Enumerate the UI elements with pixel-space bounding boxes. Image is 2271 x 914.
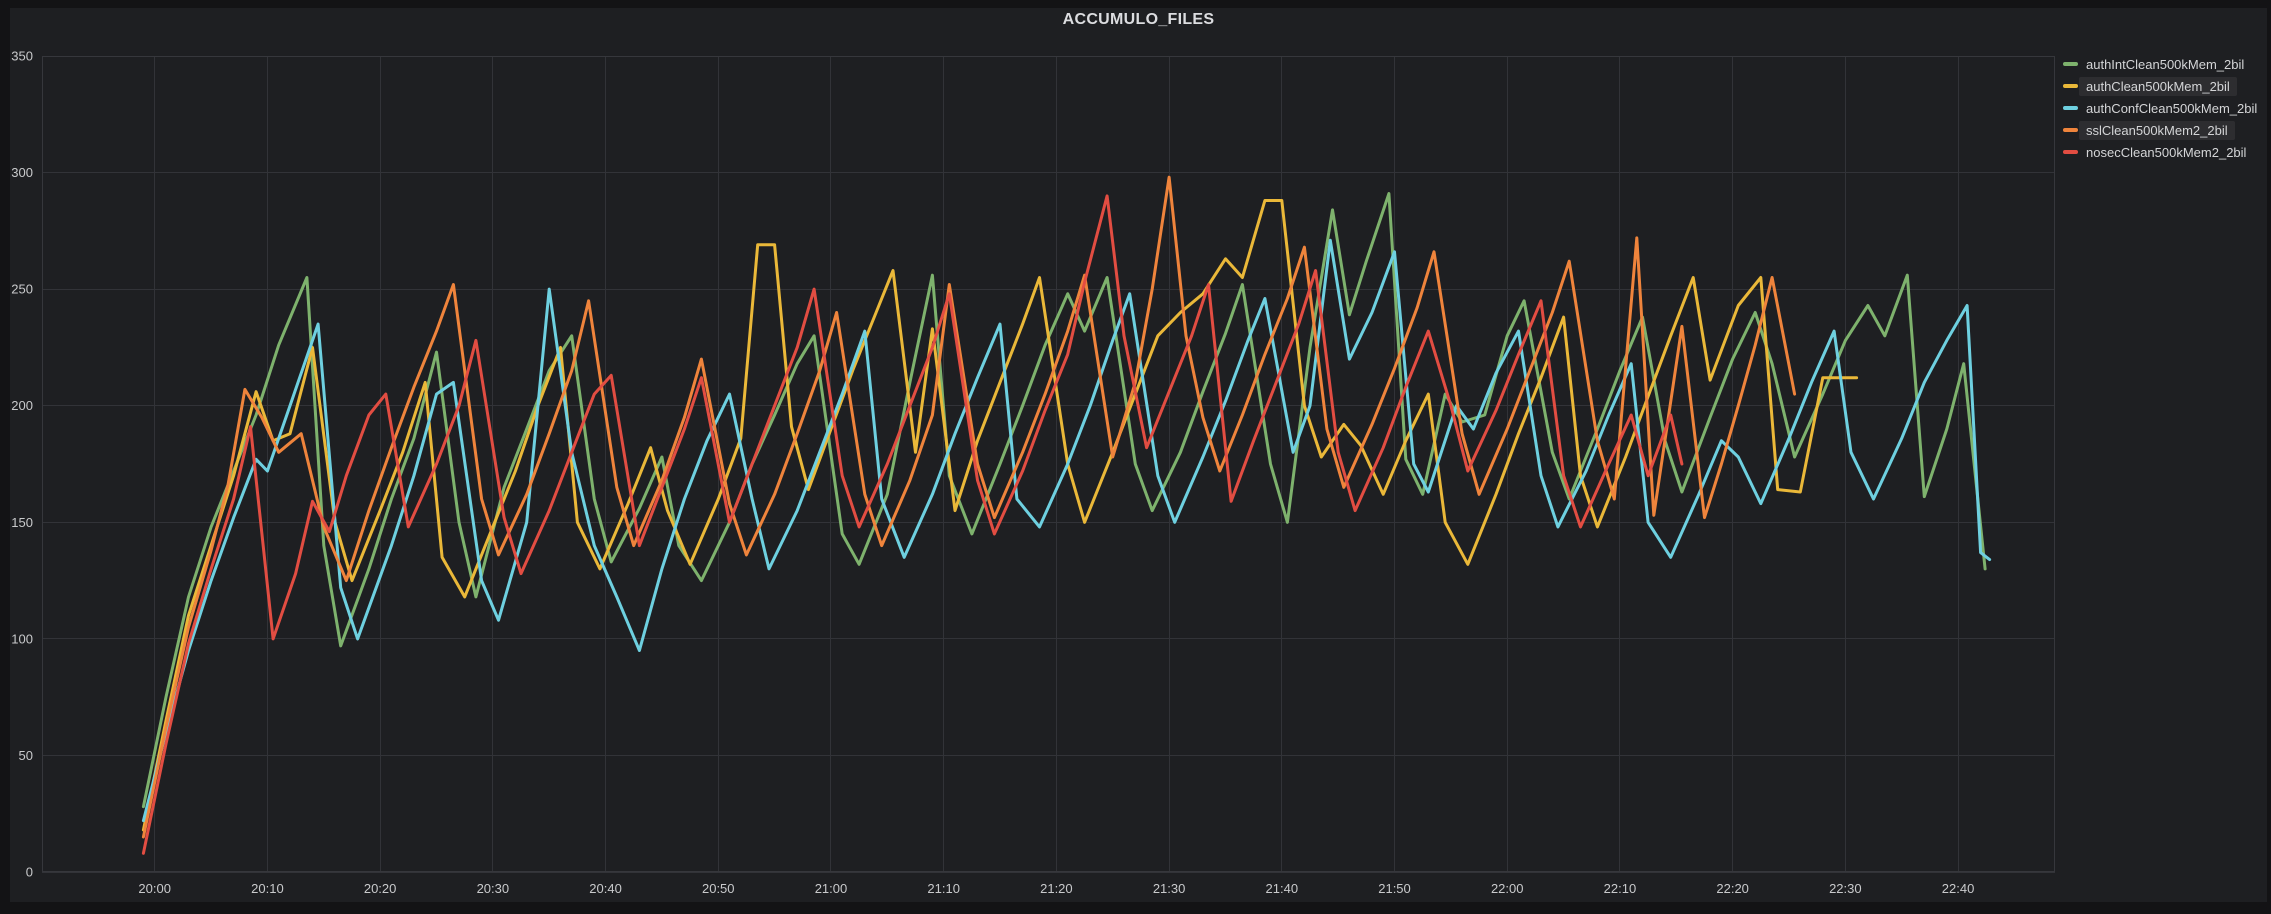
legend-item-sslClean500kMem2_2bil[interactable]: sslClean500kMem2_2bil <box>2063 119 2257 141</box>
legend-item-authIntClean500kMem_2bil[interactable]: authIntClean500kMem_2bil <box>2063 53 2257 75</box>
legend-item-authClean500kMem_2bil[interactable]: authClean500kMem_2bil <box>2063 75 2257 97</box>
x-axis-tick-label: 21:40 <box>1266 881 1299 896</box>
y-axis-tick-label: 0 <box>26 865 33 880</box>
series-line-authClean500kMem_2bil[interactable] <box>141 199 1859 832</box>
x-axis-tick-label: 20:20 <box>364 881 397 896</box>
x-axis-tick-label: 20:50 <box>702 881 735 896</box>
x-axis-tick-label: 22:40 <box>1942 881 1975 896</box>
y-axis-tick-label: 350 <box>11 49 33 64</box>
series-line-authConfClean500kMem_2bil[interactable] <box>141 238 1992 823</box>
x-axis-tick-label: 21:50 <box>1378 881 1411 896</box>
x-axis-tick-label: 21:10 <box>927 881 960 896</box>
legend-item-label: sslClean500kMem2_2bil <box>2079 120 2235 140</box>
grid-lines <box>42 56 2055 873</box>
legend-color-icon <box>2063 128 2078 132</box>
x-axis-tick-label: 21:30 <box>1153 881 1186 896</box>
legend-item-label: authClean500kMem_2bil <box>2079 76 2237 96</box>
legend-item-label: nosecClean500kMem2_2bil <box>2086 144 2247 160</box>
legend-item-nosecClean500kMem2_2bil[interactable]: nosecClean500kMem2_2bil <box>2063 141 2257 163</box>
x-axis-tick-label: 21:00 <box>815 881 848 896</box>
x-axis-tick-label: 22:00 <box>1491 881 1524 896</box>
series-line-nosecClean500kMem2_2bil[interactable] <box>141 194 1684 855</box>
chart-panel <box>10 8 2267 902</box>
series-line-sslClean500kMem2_2bil[interactable] <box>141 175 1797 839</box>
legend-item-label: authConfClean500kMem_2bil <box>2086 100 2258 116</box>
x-axis-tick-label: 22:20 <box>1716 881 1749 896</box>
y-axis-tick-label: 50 <box>19 748 33 763</box>
x-axis-tick-label: 20:40 <box>589 881 622 896</box>
x-axis-tick-label: 20:30 <box>477 881 510 896</box>
legend-color-icon <box>2063 84 2078 88</box>
legend-color-icon <box>2063 106 2078 110</box>
x-axis-tick-label: 20:10 <box>251 881 284 896</box>
y-axis-tick-label: 200 <box>11 398 33 413</box>
x-axis-tick-label: 21:20 <box>1040 881 1073 896</box>
legend-item-authConfClean500kMem_2bil[interactable]: authConfClean500kMem_2bil <box>2063 97 2257 119</box>
y-axis-tick-label: 150 <box>11 515 33 530</box>
y-axis-tick-label: 100 <box>11 631 33 646</box>
series-line-authIntClean500kMem_2bil[interactable] <box>141 192 1987 809</box>
y-axis-tick-label: 300 <box>11 165 33 180</box>
plot-border <box>42 56 2055 872</box>
legend-item-label: authIntClean500kMem_2bil <box>2086 56 2245 72</box>
panel-title[interactable]: ACCUMULO_FILES <box>1062 11 1215 28</box>
x-axis-tick-label: 22:30 <box>1829 881 1862 896</box>
y-axis-tick-label: 250 <box>11 282 33 297</box>
legend: authIntClean500kMem_2bil authClean500kMe… <box>2063 53 2257 163</box>
legend-color-icon <box>2063 150 2078 154</box>
x-axis-tick-label: 20:00 <box>138 881 171 896</box>
axis-labels: 0 50 100 150 200 250 300 350 20:00 20:10 20:20 20:3… <box>11 49 1974 897</box>
legend-color-icon <box>2063 62 2078 66</box>
x-axis-tick-label: 22:10 <box>1604 881 1637 896</box>
